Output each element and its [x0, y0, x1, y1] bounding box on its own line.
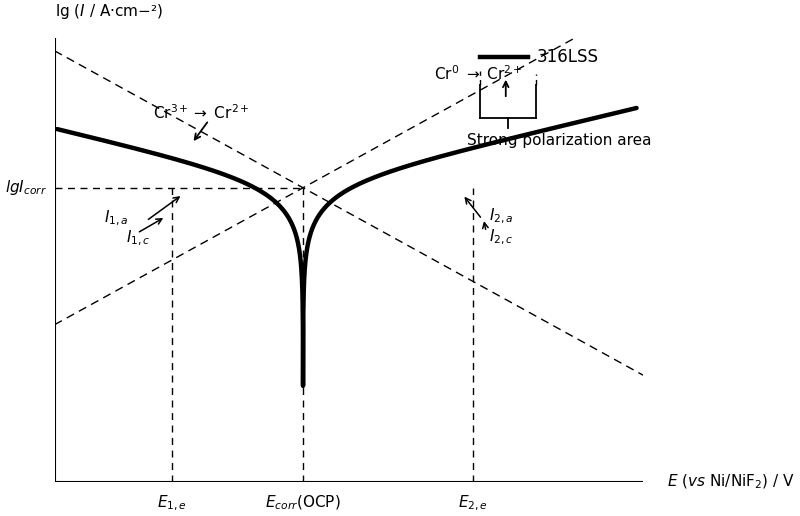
Text: $E_{1,e}$: $E_{1,e}$ [158, 494, 187, 513]
Text: Cr$^{0}$ $\rightarrow$ Cr$^{2+}$: Cr$^{0}$ $\rightarrow$ Cr$^{2+}$ [434, 64, 522, 84]
Text: lg ($I$ / A·cm−²): lg ($I$ / A·cm−²) [54, 3, 162, 22]
Text: lg$I_{corr}$: lg$I_{corr}$ [5, 178, 46, 197]
Text: $I_{2,a}$: $I_{2,a}$ [489, 207, 514, 226]
Text: Strong polarization area: Strong polarization area [466, 133, 651, 148]
Text: $I_{2,c}$: $I_{2,c}$ [489, 228, 514, 247]
Text: $E_{corr}$(OCP): $E_{corr}$(OCP) [266, 494, 341, 512]
Text: $E$ ($vs$ Ni/NiF$_{2}$) / V: $E$ ($vs$ Ni/NiF$_{2}$) / V [666, 473, 794, 491]
Text: Cr$^{3+}$$\rightarrow$ Cr$^{2+}$: Cr$^{3+}$$\rightarrow$ Cr$^{2+}$ [153, 104, 250, 122]
Text: 316LSS: 316LSS [537, 49, 599, 67]
Text: $I_{1,c}$: $I_{1,c}$ [126, 229, 151, 248]
Text: $E_{2,e}$: $E_{2,e}$ [458, 494, 488, 513]
Text: $I_{1,a}$: $I_{1,a}$ [104, 208, 129, 228]
